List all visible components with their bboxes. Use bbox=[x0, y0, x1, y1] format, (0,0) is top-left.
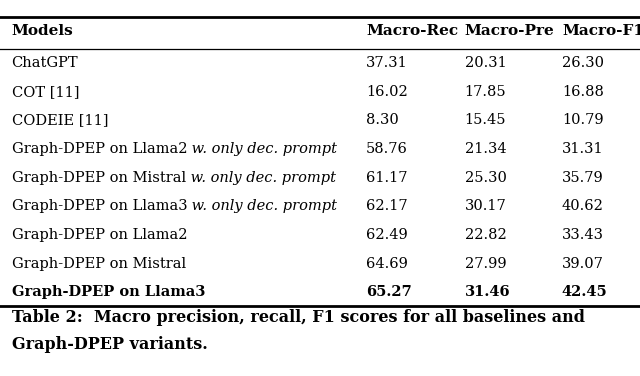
Text: Graph-DPEP on Llama3: Graph-DPEP on Llama3 bbox=[12, 199, 187, 213]
Text: Graph-DPEP on Llama2: Graph-DPEP on Llama2 bbox=[12, 228, 187, 242]
Text: 20.31: 20.31 bbox=[465, 56, 506, 70]
Text: 31.31: 31.31 bbox=[562, 142, 604, 156]
Text: 33.43: 33.43 bbox=[562, 228, 604, 242]
Text: 10.79: 10.79 bbox=[562, 114, 604, 127]
Text: Models: Models bbox=[12, 24, 73, 38]
Text: Macro-Pre: Macro-Pre bbox=[465, 24, 554, 38]
Text: 62.17: 62.17 bbox=[366, 199, 408, 213]
Text: 17.85: 17.85 bbox=[465, 85, 506, 99]
Text: Table 2:  Macro precision, recall, F1 scores for all baselines and: Table 2: Macro precision, recall, F1 sco… bbox=[12, 309, 584, 326]
Text: COT [11]: COT [11] bbox=[12, 85, 79, 99]
Text: CODEIE [11]: CODEIE [11] bbox=[12, 114, 108, 127]
Text: 58.76: 58.76 bbox=[366, 142, 408, 156]
Text: 40.62: 40.62 bbox=[562, 199, 604, 213]
Text: 61.17: 61.17 bbox=[366, 171, 408, 185]
Text: 27.99: 27.99 bbox=[465, 256, 506, 270]
Text: Graph-DPEP on Mistral: Graph-DPEP on Mistral bbox=[12, 256, 186, 270]
Text: Graph-DPEP on Llama2: Graph-DPEP on Llama2 bbox=[12, 142, 187, 156]
Text: 65.27: 65.27 bbox=[366, 285, 412, 299]
Text: ChatGPT: ChatGPT bbox=[12, 56, 78, 70]
Text: 42.45: 42.45 bbox=[562, 285, 607, 299]
Text: 26.30: 26.30 bbox=[562, 56, 604, 70]
Text: w. only dec. prompt: w. only dec. prompt bbox=[186, 171, 335, 185]
Text: 21.34: 21.34 bbox=[465, 142, 506, 156]
Text: 25.30: 25.30 bbox=[465, 171, 506, 185]
Text: 35.79: 35.79 bbox=[562, 171, 604, 185]
Text: 15.45: 15.45 bbox=[465, 114, 506, 127]
Text: w. only dec. prompt: w. only dec. prompt bbox=[187, 142, 337, 156]
Text: 31.46: 31.46 bbox=[465, 285, 510, 299]
Text: 16.88: 16.88 bbox=[562, 85, 604, 99]
Text: 16.02: 16.02 bbox=[366, 85, 408, 99]
Text: Macro-F1: Macro-F1 bbox=[562, 24, 640, 38]
Text: 22.82: 22.82 bbox=[465, 228, 506, 242]
Text: 39.07: 39.07 bbox=[562, 256, 604, 270]
Text: Graph-DPEP on Llama3: Graph-DPEP on Llama3 bbox=[12, 285, 205, 299]
Text: 30.17: 30.17 bbox=[465, 199, 506, 213]
Text: Macro-Rec: Macro-Rec bbox=[366, 24, 458, 38]
Text: 8.30: 8.30 bbox=[366, 114, 399, 127]
Text: 62.49: 62.49 bbox=[366, 228, 408, 242]
Text: w. only dec. prompt: w. only dec. prompt bbox=[187, 199, 337, 213]
Text: 37.31: 37.31 bbox=[366, 56, 408, 70]
Text: Graph-DPEP variants.: Graph-DPEP variants. bbox=[12, 336, 207, 353]
Text: 64.69: 64.69 bbox=[366, 256, 408, 270]
Text: Graph-DPEP on Mistral: Graph-DPEP on Mistral bbox=[12, 171, 186, 185]
